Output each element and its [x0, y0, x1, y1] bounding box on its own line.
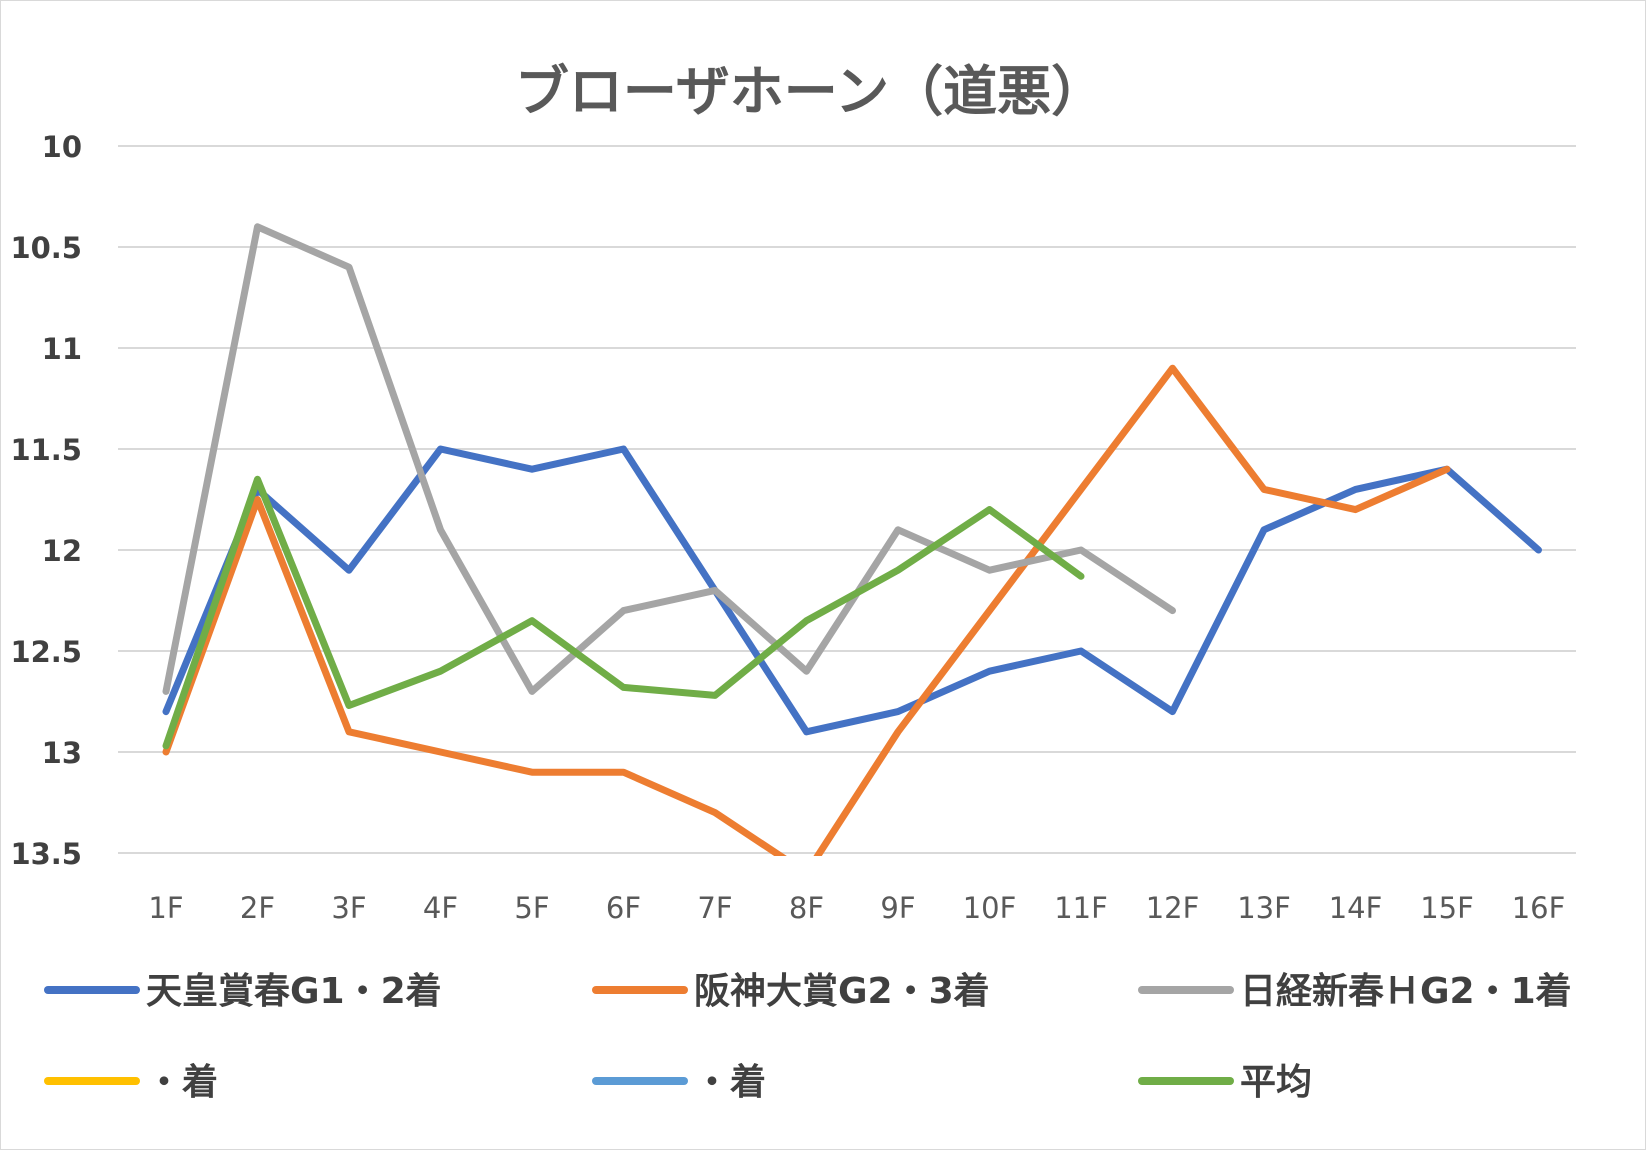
- y-tick-label: 10: [42, 130, 82, 164]
- gridlines: [118, 145, 1576, 854]
- x-tick-label: 2F: [240, 891, 275, 925]
- legend-label: ・着: [694, 1062, 766, 1103]
- y-tick-label: 13.5: [10, 837, 82, 871]
- x-tick-label: 5F: [514, 891, 549, 925]
- x-tick-label: 4F: [423, 891, 458, 925]
- legend-label: 日経新春ＨG2・1着: [1240, 971, 1572, 1012]
- series-line-2: [162, 364, 1451, 856]
- series-lines: [162, 223, 1542, 856]
- chart-title: ブローザホーン（道悪）: [515, 60, 1105, 123]
- x-tick-label: 8F: [789, 891, 824, 925]
- x-tick-label: 9F: [880, 891, 915, 925]
- x-tick-label: 12F: [1146, 891, 1200, 925]
- x-tick-label: 1F: [148, 891, 183, 925]
- x-tick-label: 15F: [1420, 891, 1474, 925]
- x-tick-label: 11F: [1054, 891, 1108, 925]
- x-tick-label: 14F: [1329, 891, 1383, 925]
- y-axis-ticks: 10 10.5 11 11.5 12 12.5 13 13.5: [10, 130, 82, 871]
- series-line-3: [162, 223, 1176, 695]
- y-tick-label: 12: [42, 534, 82, 568]
- y-tick-label: 12.5: [10, 635, 82, 669]
- legend-label: 平均: [1240, 1062, 1312, 1103]
- legend-label: ・着: [146, 1062, 218, 1103]
- x-tick-label: 16F: [1512, 891, 1566, 925]
- series-line-1: [162, 445, 1542, 736]
- legend-label: 天皇賞春G1・2着: [146, 971, 442, 1012]
- x-tick-label: 7F: [697, 891, 732, 925]
- y-tick-label: 10.5: [10, 231, 82, 265]
- legend-label: 阪神大賞G2・3着: [694, 971, 990, 1012]
- series-line-6: [162, 475, 1085, 750]
- x-tick-label: 13F: [1237, 891, 1291, 925]
- legend: 天皇賞春G1・2着 阪神大賞G2・3着 日経新春ＨG2・1着・着 ・着 平均: [44, 971, 1572, 1103]
- y-tick-label: 13: [42, 736, 82, 770]
- x-tick-label: 3F: [331, 891, 366, 925]
- x-axis-ticks: 1F 2F 3F 4F 5F 6F 7F 8F 9F 10F 11F 12F 13F 14F 15F 16F: [148, 891, 1565, 925]
- y-tick-label: 11.5: [10, 433, 82, 467]
- x-tick-label: 10F: [963, 891, 1017, 925]
- x-tick-label: 6F: [606, 891, 641, 925]
- y-tick-label: 11: [42, 332, 82, 366]
